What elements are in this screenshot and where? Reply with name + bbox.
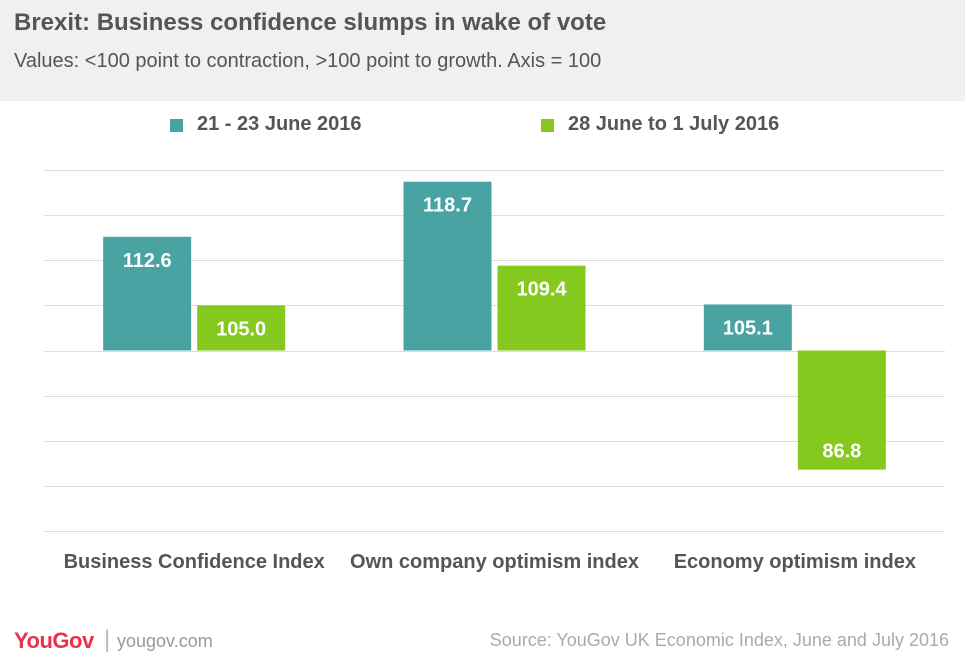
bar-series-2 <box>797 350 886 470</box>
legend-swatch-series-2 <box>541 119 554 132</box>
source-note: Source: YouGov UK Economic Index, June a… <box>489 630 949 650</box>
bar-series-2 <box>497 265 586 351</box>
bar-data-label: 109.4 <box>516 279 567 301</box>
category-label: Business Confidence Index <box>64 551 325 573</box>
legend-label-series-1: 21 - 23 June 2016 <box>197 113 362 135</box>
bar-data-label: 112.6 <box>123 250 172 272</box>
chart-plot-area: 112.6 105.0 Business Confidence Index 118.7… <box>44 170 945 573</box>
bar-series-1 <box>103 236 192 351</box>
category-label: Economy optimism index <box>674 551 916 573</box>
bar-data-label: 86.8 <box>822 441 861 463</box>
legend-swatch-series-1 <box>170 119 183 132</box>
bar-data-label: 105.1 <box>723 317 773 339</box>
bar-series-1 <box>703 304 792 351</box>
category-label: Own company optimism index <box>350 551 639 573</box>
chart-subtitle: Values: <100 point to contraction, >100 … <box>14 50 602 72</box>
bar-data-label: 105.0 <box>216 318 266 340</box>
bar-series-1 <box>403 181 492 351</box>
bar-series-2 <box>197 305 286 351</box>
header-band: Brexit: Business confidence slumps in wa… <box>0 0 965 101</box>
yougov-logo: YouGov <box>14 628 94 653</box>
chart-title: Brexit: Business confidence slumps in wa… <box>14 9 607 36</box>
legend-label-series-2: 28 June to 1 July 2016 <box>568 113 780 135</box>
bar-data-label: 118.7 <box>423 195 472 217</box>
footer-separator: | <box>104 626 111 653</box>
footer-url[interactable]: yougov.com <box>117 631 213 651</box>
